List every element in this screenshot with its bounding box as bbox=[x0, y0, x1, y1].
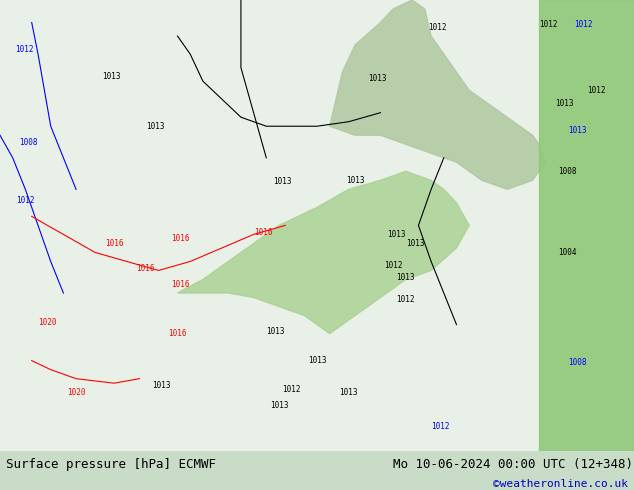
Text: 1012: 1012 bbox=[539, 20, 558, 29]
Text: 1012: 1012 bbox=[586, 86, 605, 95]
Text: 1013: 1013 bbox=[146, 122, 165, 131]
Polygon shape bbox=[539, 0, 634, 451]
Text: 1020: 1020 bbox=[67, 388, 86, 397]
Text: Surface pressure [hPa] ECMWF: Surface pressure [hPa] ECMWF bbox=[6, 458, 216, 471]
Polygon shape bbox=[178, 172, 469, 334]
Text: ©weatheronline.co.uk: ©weatheronline.co.uk bbox=[493, 479, 628, 489]
Text: 1013: 1013 bbox=[101, 72, 120, 81]
Text: 1013: 1013 bbox=[368, 74, 387, 83]
Text: 1013: 1013 bbox=[567, 126, 586, 135]
Text: 1016: 1016 bbox=[105, 239, 124, 248]
Polygon shape bbox=[330, 0, 545, 189]
Text: 1016: 1016 bbox=[136, 264, 155, 273]
Text: 1013: 1013 bbox=[152, 381, 171, 390]
Text: 1012: 1012 bbox=[282, 386, 301, 394]
Text: 1020: 1020 bbox=[38, 318, 57, 327]
Text: 1013: 1013 bbox=[339, 388, 358, 397]
Text: 1016: 1016 bbox=[171, 234, 190, 244]
Text: 1012: 1012 bbox=[384, 262, 403, 270]
Text: 1013: 1013 bbox=[555, 99, 574, 108]
Text: 1012: 1012 bbox=[15, 45, 34, 54]
Text: 1013: 1013 bbox=[273, 177, 292, 186]
Text: 1013: 1013 bbox=[269, 401, 288, 410]
Text: 1013: 1013 bbox=[396, 273, 415, 282]
Text: 1012: 1012 bbox=[428, 23, 447, 31]
Text: 1016: 1016 bbox=[168, 329, 187, 338]
Text: 1012: 1012 bbox=[396, 295, 415, 304]
Text: 1013: 1013 bbox=[307, 356, 327, 365]
Text: 1016: 1016 bbox=[171, 279, 190, 289]
Text: 1013: 1013 bbox=[266, 327, 285, 336]
Text: 1013: 1013 bbox=[387, 230, 406, 239]
Text: 1004: 1004 bbox=[558, 248, 577, 257]
Text: 1008: 1008 bbox=[558, 167, 577, 176]
Text: 1016: 1016 bbox=[254, 228, 273, 237]
Text: 1012: 1012 bbox=[16, 196, 35, 205]
Text: 1008: 1008 bbox=[567, 358, 586, 368]
Text: 1008: 1008 bbox=[19, 138, 38, 147]
Text: 1013: 1013 bbox=[406, 239, 425, 248]
Text: 1012: 1012 bbox=[431, 421, 450, 431]
Text: Mo 10-06-2024 00:00 UTC (12+348): Mo 10-06-2024 00:00 UTC (12+348) bbox=[393, 458, 633, 471]
Text: 1013: 1013 bbox=[346, 176, 365, 185]
Text: 1012: 1012 bbox=[574, 20, 593, 29]
